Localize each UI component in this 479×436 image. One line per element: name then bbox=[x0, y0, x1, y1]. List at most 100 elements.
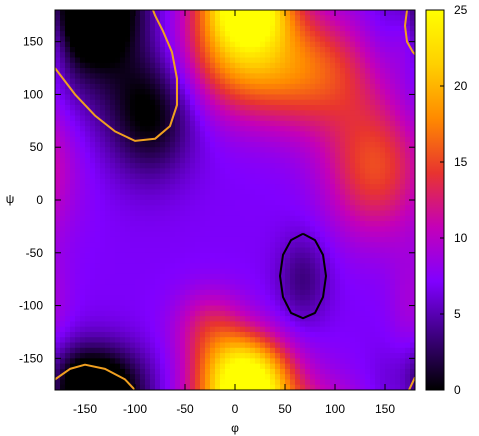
heatmap-cell bbox=[140, 284, 146, 291]
heatmap-cell bbox=[230, 284, 236, 291]
heatmap-cell bbox=[135, 353, 141, 359]
heatmap-cell bbox=[75, 20, 81, 27]
heatmap-cell bbox=[115, 62, 121, 69]
heatmap-cell bbox=[190, 331, 196, 338]
heatmap-cell bbox=[240, 273, 246, 280]
heatmap-cell bbox=[225, 268, 231, 275]
heatmap-cell bbox=[245, 363, 251, 370]
heatmap-cell bbox=[220, 68, 226, 74]
heatmap-cell bbox=[330, 258, 336, 264]
heatmap-cell bbox=[355, 189, 361, 196]
heatmap-cell bbox=[280, 268, 286, 275]
heatmap-cell bbox=[80, 126, 86, 132]
heatmap-cell bbox=[85, 358, 91, 365]
heatmap-cell bbox=[225, 200, 231, 206]
heatmap-cell bbox=[205, 374, 211, 381]
heatmap-cell bbox=[195, 73, 201, 80]
heatmap-cell bbox=[240, 131, 246, 138]
heatmap-cell bbox=[140, 342, 146, 349]
heatmap-cell bbox=[295, 374, 301, 381]
heatmap-cell bbox=[350, 310, 356, 317]
heatmap-cell bbox=[260, 247, 266, 254]
heatmap-cell bbox=[250, 62, 256, 69]
heatmap-cell bbox=[60, 284, 66, 291]
heatmap-cell bbox=[325, 279, 331, 286]
heatmap-cell bbox=[105, 200, 111, 206]
heatmap-cell bbox=[185, 252, 191, 259]
heatmap-cell bbox=[275, 273, 281, 280]
heatmap-cell bbox=[345, 242, 351, 249]
heatmap-cell bbox=[370, 136, 376, 143]
heatmap-cell bbox=[240, 194, 246, 201]
heatmap-cell bbox=[95, 321, 101, 328]
heatmap-cell bbox=[270, 10, 276, 16]
heatmap-cell bbox=[205, 178, 211, 185]
heatmap-cell bbox=[120, 284, 126, 291]
heatmap-cell bbox=[225, 347, 231, 354]
heatmap-cell bbox=[325, 242, 331, 249]
heatmap-cell bbox=[260, 279, 266, 286]
heatmap-cell bbox=[350, 379, 356, 386]
heatmap-cell bbox=[320, 226, 326, 233]
heatmap-cell bbox=[170, 205, 176, 212]
heatmap-cell bbox=[180, 284, 186, 291]
heatmap-cell bbox=[245, 110, 251, 117]
heatmap-cell bbox=[100, 384, 106, 390]
heatmap-cell bbox=[145, 284, 151, 291]
heatmap-cell bbox=[285, 321, 291, 328]
heatmap-cell bbox=[180, 231, 186, 238]
heatmap-cell bbox=[225, 252, 231, 259]
heatmap-cell bbox=[295, 178, 301, 185]
heatmap-cell bbox=[250, 73, 256, 80]
heatmap-cell bbox=[285, 326, 291, 333]
heatmap-cell bbox=[100, 210, 106, 217]
heatmap-cell bbox=[325, 200, 331, 206]
heatmap-cell bbox=[315, 236, 321, 243]
heatmap-cell bbox=[155, 89, 161, 96]
heatmap-cell bbox=[355, 31, 361, 37]
heatmap-cell bbox=[290, 331, 296, 338]
heatmap-cell bbox=[235, 326, 241, 333]
heatmap-cell bbox=[230, 68, 236, 74]
heatmap-cell bbox=[155, 73, 161, 80]
heatmap-cell bbox=[250, 36, 256, 43]
heatmap-cell bbox=[305, 178, 311, 185]
heatmap-cell bbox=[215, 326, 221, 333]
heatmap-cell bbox=[195, 347, 201, 354]
heatmap-cell bbox=[355, 78, 361, 85]
heatmap-cell bbox=[320, 157, 326, 164]
heatmap-cell bbox=[120, 152, 126, 159]
heatmap-cell bbox=[330, 215, 336, 222]
heatmap-cell bbox=[230, 252, 236, 259]
heatmap-cell bbox=[235, 168, 241, 175]
heatmap-cell bbox=[310, 368, 316, 375]
heatmap-cell bbox=[240, 168, 246, 175]
heatmap-cell bbox=[200, 358, 206, 365]
heatmap-cell bbox=[195, 353, 201, 359]
heatmap-cell bbox=[210, 184, 216, 191]
heatmap-cell bbox=[305, 94, 311, 101]
heatmap-cell bbox=[125, 231, 131, 238]
heatmap-cell bbox=[185, 368, 191, 375]
heatmap-cell bbox=[165, 52, 171, 59]
heatmap-cell bbox=[370, 141, 376, 148]
heatmap-cell bbox=[275, 83, 281, 90]
heatmap-cell bbox=[80, 52, 86, 59]
heatmap-cell bbox=[400, 115, 406, 122]
heatmap-cell bbox=[140, 89, 146, 96]
heatmap-cell bbox=[215, 252, 221, 259]
heatmap-cell bbox=[285, 200, 291, 206]
heatmap-cell bbox=[305, 295, 311, 301]
heatmap-cell bbox=[270, 368, 276, 375]
heatmap-cell bbox=[390, 289, 396, 296]
heatmap-cell bbox=[335, 178, 341, 185]
heatmap-cell bbox=[280, 342, 286, 349]
heatmap-cell bbox=[325, 305, 331, 312]
heatmap-cell bbox=[55, 115, 61, 122]
heatmap-cell bbox=[350, 210, 356, 217]
heatmap-cell bbox=[65, 353, 71, 359]
heatmap-cell bbox=[365, 152, 371, 159]
heatmap-cell bbox=[80, 200, 86, 206]
heatmap-cell bbox=[285, 379, 291, 386]
heatmap-cell bbox=[205, 115, 211, 122]
